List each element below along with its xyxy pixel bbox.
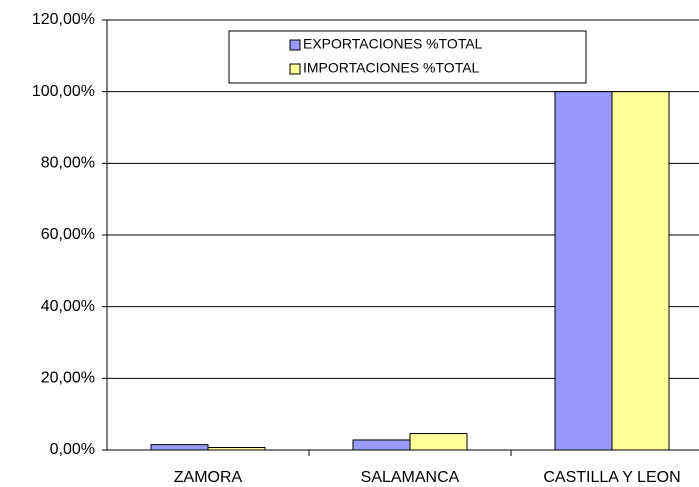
legend-label: EXPORTACIONES %TOTAL [303, 36, 483, 52]
y-tick-label: 60,00% [41, 226, 95, 243]
legend-box [228, 30, 587, 84]
legend-label: IMPORTACIONES %TOTAL [303, 60, 480, 76]
y-tick-label: 20,00% [41, 370, 95, 387]
y-tick-label: 0,00% [50, 441, 95, 458]
bar [150, 444, 209, 451]
bar [554, 91, 613, 451]
x-tick-label: ZAMORA [174, 469, 243, 486]
bar [611, 91, 670, 451]
y-tick-label: 40,00% [41, 298, 95, 315]
x-tick-label: CASTILLA Y LEON [543, 469, 680, 486]
y-tick-label: 120,00% [32, 11, 95, 28]
y-tick-label: 80,00% [41, 155, 95, 172]
x-tick-label: SALAMANCA [361, 469, 460, 486]
bar [352, 439, 411, 451]
y-tick-label: 100,00% [32, 83, 95, 100]
legend-swatch [289, 39, 301, 51]
legend-swatch [289, 63, 301, 75]
bar [409, 433, 468, 451]
